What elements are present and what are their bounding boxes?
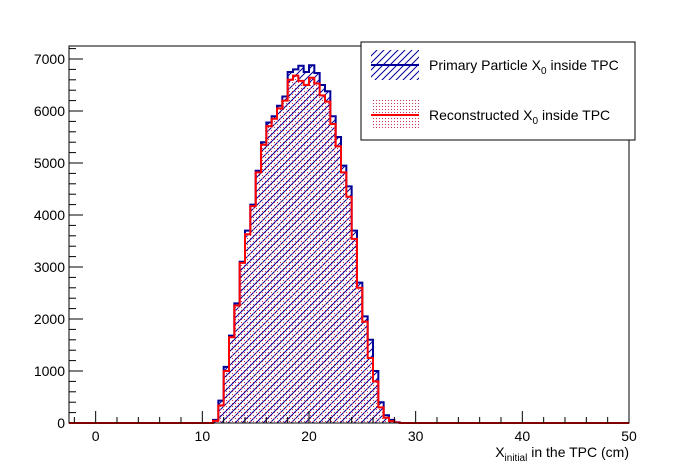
y-tick-label: 2000 [34,311,65,327]
x-tick-label: 50 [621,428,637,444]
y-tick-label: 0 [57,415,65,431]
y-tick-label: 4000 [34,207,65,223]
x-tick-label: 40 [515,428,531,444]
series-1-line [69,74,629,424]
series-1-fill [213,75,400,423]
axes: 0 10 20 30 40 50 0 1000 2000 3000 4000 5000 6000 7000… [34,45,637,464]
x-tick-label: 20 [301,428,317,444]
legend-entry-1: Reconstructed X0 inside TPC [371,100,610,130]
y-tick-label: 7000 [34,51,65,67]
y-tick-label: 1000 [34,363,65,379]
legend-label: Primary Particle X0 inside TPC [429,57,619,77]
y-tick-label: 3000 [34,259,65,275]
legend-entry-0: Primary Particle X0 inside TPC [371,50,619,80]
series-1 [69,74,629,424]
x-tick-label: 10 [195,428,211,444]
y-tick-label: 5000 [34,155,65,171]
legend-label: Reconstructed X0 inside TPC [429,107,610,127]
x-tick-label: 0 [92,428,100,444]
y-tick-label: 6000 [34,103,65,119]
x-axis-title: Xinitial in the TPC (cm) [495,444,629,464]
x-tick-label: 30 [408,428,424,444]
series-0-line [69,64,629,424]
legend: Primary Particle X0 inside TPC Reconstruc… [360,41,636,141]
plot-frame [68,45,630,424]
